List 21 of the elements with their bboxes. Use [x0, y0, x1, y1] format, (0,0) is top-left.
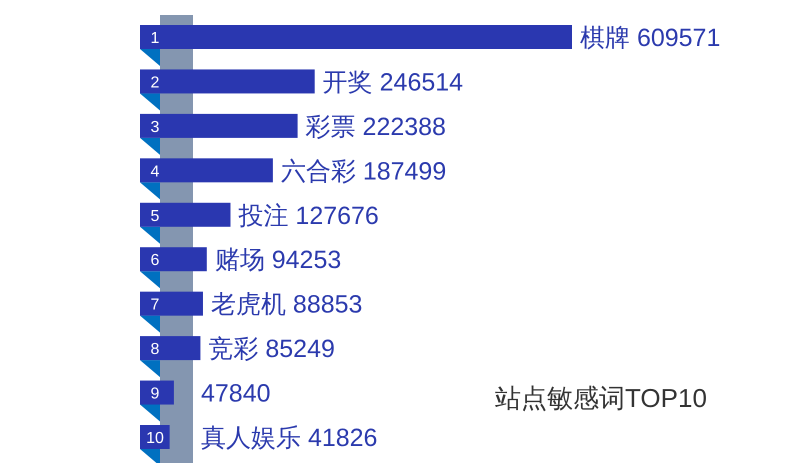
y-tick-label: 3 [150, 118, 160, 136]
y-tick-label: 7 [150, 296, 160, 314]
y-tick-label: 4 [150, 163, 160, 180]
data-label: 开奖 246514 [322, 68, 464, 96]
y-tick-label: 6 [150, 252, 160, 270]
y-tick-label: 2 [150, 74, 160, 92]
y-tick-label: 9 [150, 386, 160, 403]
y-tick-label: 10 [146, 430, 164, 447]
data-label: 真人娱乐 41826 [201, 424, 378, 452]
data-label: 棋牌 609571 [580, 24, 720, 52]
data-label: 竞彩 85249 [208, 335, 335, 364]
y-tick-label: 5 [150, 208, 160, 225]
y-tick-label: 1 [150, 30, 160, 47]
data-label: 47840 [201, 380, 271, 408]
data-label: 赌场 94253 [214, 246, 342, 274]
y-tick-label: 8 [150, 341, 160, 358]
data-label: 老虎机 88853 [210, 290, 362, 319]
text: 站点敏感词TOP10 [495, 383, 707, 413]
data-label: 投注 127676 [237, 202, 379, 230]
data-label: 六合彩 187499 [280, 157, 446, 186]
data-label: 彩票 222388 [306, 112, 446, 141]
